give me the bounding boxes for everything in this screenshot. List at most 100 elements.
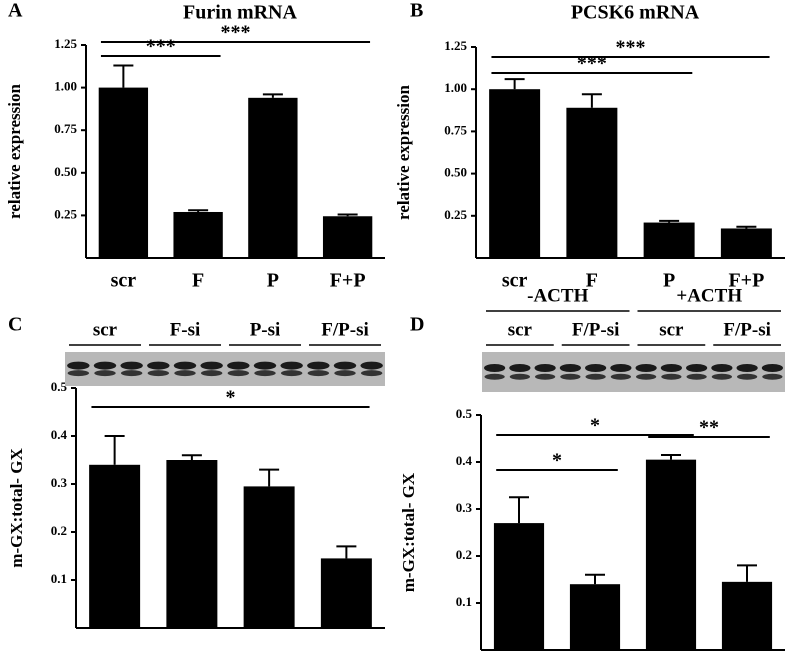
blot-band (201, 370, 223, 377)
lane-label: scr (659, 319, 684, 340)
blot-band (484, 373, 505, 380)
bar (243, 486, 295, 628)
y-axis-label: m-GX:total- GX (399, 472, 418, 592)
bar (89, 464, 141, 628)
bar (720, 228, 772, 258)
y-tick-label: 0.50 (444, 165, 467, 180)
y-tick-label: 0.3 (456, 500, 473, 515)
blot-band (686, 373, 707, 380)
x-tick-label: P (267, 270, 279, 292)
panel-label: A (8, 0, 23, 22)
bar (98, 87, 149, 258)
blot-band (333, 361, 357, 370)
significance-label: *** (146, 36, 176, 58)
blot-band (281, 370, 303, 377)
bar (566, 107, 618, 258)
blot-band (509, 364, 531, 372)
significance-label: *** (616, 37, 646, 59)
lane-label: P-si (250, 319, 281, 340)
blot-band (67, 370, 90, 377)
y-axis-label: relative expression (5, 84, 24, 219)
chart-title: PCSK6 mRNA (571, 2, 700, 24)
lane-label: scr (508, 319, 533, 340)
blot-band (253, 361, 277, 370)
panel-label: C (8, 314, 22, 336)
blot-band (736, 364, 758, 372)
y-tick-label: 0.2 (456, 547, 472, 562)
y-tick-label: 1.25 (444, 38, 467, 53)
panel-label: D (410, 314, 424, 336)
y-tick-label: 1.00 (54, 79, 77, 94)
y-tick-label: 0.75 (444, 122, 467, 137)
blot-band (174, 370, 196, 377)
lane-label: scr (93, 319, 118, 340)
bar (173, 211, 223, 258)
y-tick-label: 0.75 (54, 121, 77, 136)
blot-band (585, 364, 607, 372)
blot-band (737, 373, 758, 380)
significance-label: * (590, 415, 600, 437)
bar (643, 222, 695, 258)
blot-band (120, 361, 143, 370)
blot (65, 352, 385, 386)
y-tick-label: 0.25 (444, 207, 467, 222)
y-tick-label: 0.5 (51, 379, 68, 394)
significance-label: ** (699, 417, 719, 439)
lane-label: F/P-si (321, 319, 369, 340)
blot-band (661, 373, 682, 380)
blot-band (307, 370, 330, 377)
y-tick-label: 0.3 (51, 475, 68, 490)
bar (721, 581, 773, 650)
group-label: +ACTH (676, 285, 742, 306)
y-tick-label: 0.25 (54, 206, 77, 221)
blot-band (610, 373, 631, 380)
significance-label: * (226, 387, 236, 409)
significance-label: * (552, 450, 562, 472)
blot-band (635, 364, 657, 372)
bar (493, 523, 545, 650)
blot-band (227, 361, 250, 370)
blot (482, 352, 785, 392)
blot-band (121, 370, 143, 377)
blot-band (560, 373, 581, 380)
blot-band (147, 370, 169, 377)
blot-band (307, 361, 330, 370)
blot-band (610, 364, 632, 372)
group-label: -ACTH (527, 285, 588, 306)
x-tick-label: P (663, 270, 675, 292)
y-tick-label: 1.25 (54, 36, 77, 51)
bar (322, 216, 373, 258)
y-axis-label: relative expression (394, 85, 413, 220)
x-tick-label: F (192, 270, 204, 292)
significance-label: *** (221, 22, 251, 44)
y-tick-label: 0.2 (51, 523, 67, 538)
blot-band (93, 361, 117, 370)
lane-label: F-si (170, 319, 201, 340)
blot-band (280, 361, 303, 370)
blot-band (67, 361, 90, 370)
x-tick-label: scr (502, 270, 528, 292)
significance-label: *** (577, 53, 607, 75)
y-tick-label: 0.4 (456, 453, 473, 468)
blot-band (361, 370, 383, 377)
bar (489, 89, 541, 258)
blot-band (227, 370, 249, 377)
panel-label: B (410, 0, 423, 22)
blot-band (94, 370, 116, 377)
blot-band (534, 364, 556, 372)
bar (569, 584, 621, 650)
x-tick-label: F+P (728, 270, 764, 292)
x-tick-label: scr (111, 270, 137, 292)
chart-title: Furin mRNA (183, 2, 297, 24)
blot-band (636, 373, 657, 380)
blot-band (334, 370, 356, 377)
y-tick-label: 1.00 (444, 80, 467, 95)
y-tick-label: 0.50 (54, 164, 77, 179)
x-tick-label: F (586, 270, 598, 292)
blot-band (200, 361, 223, 370)
y-tick-label: 0.4 (51, 427, 68, 442)
blot-band (484, 364, 506, 372)
lane-label: F/P-si (723, 319, 771, 340)
bar (248, 97, 298, 258)
